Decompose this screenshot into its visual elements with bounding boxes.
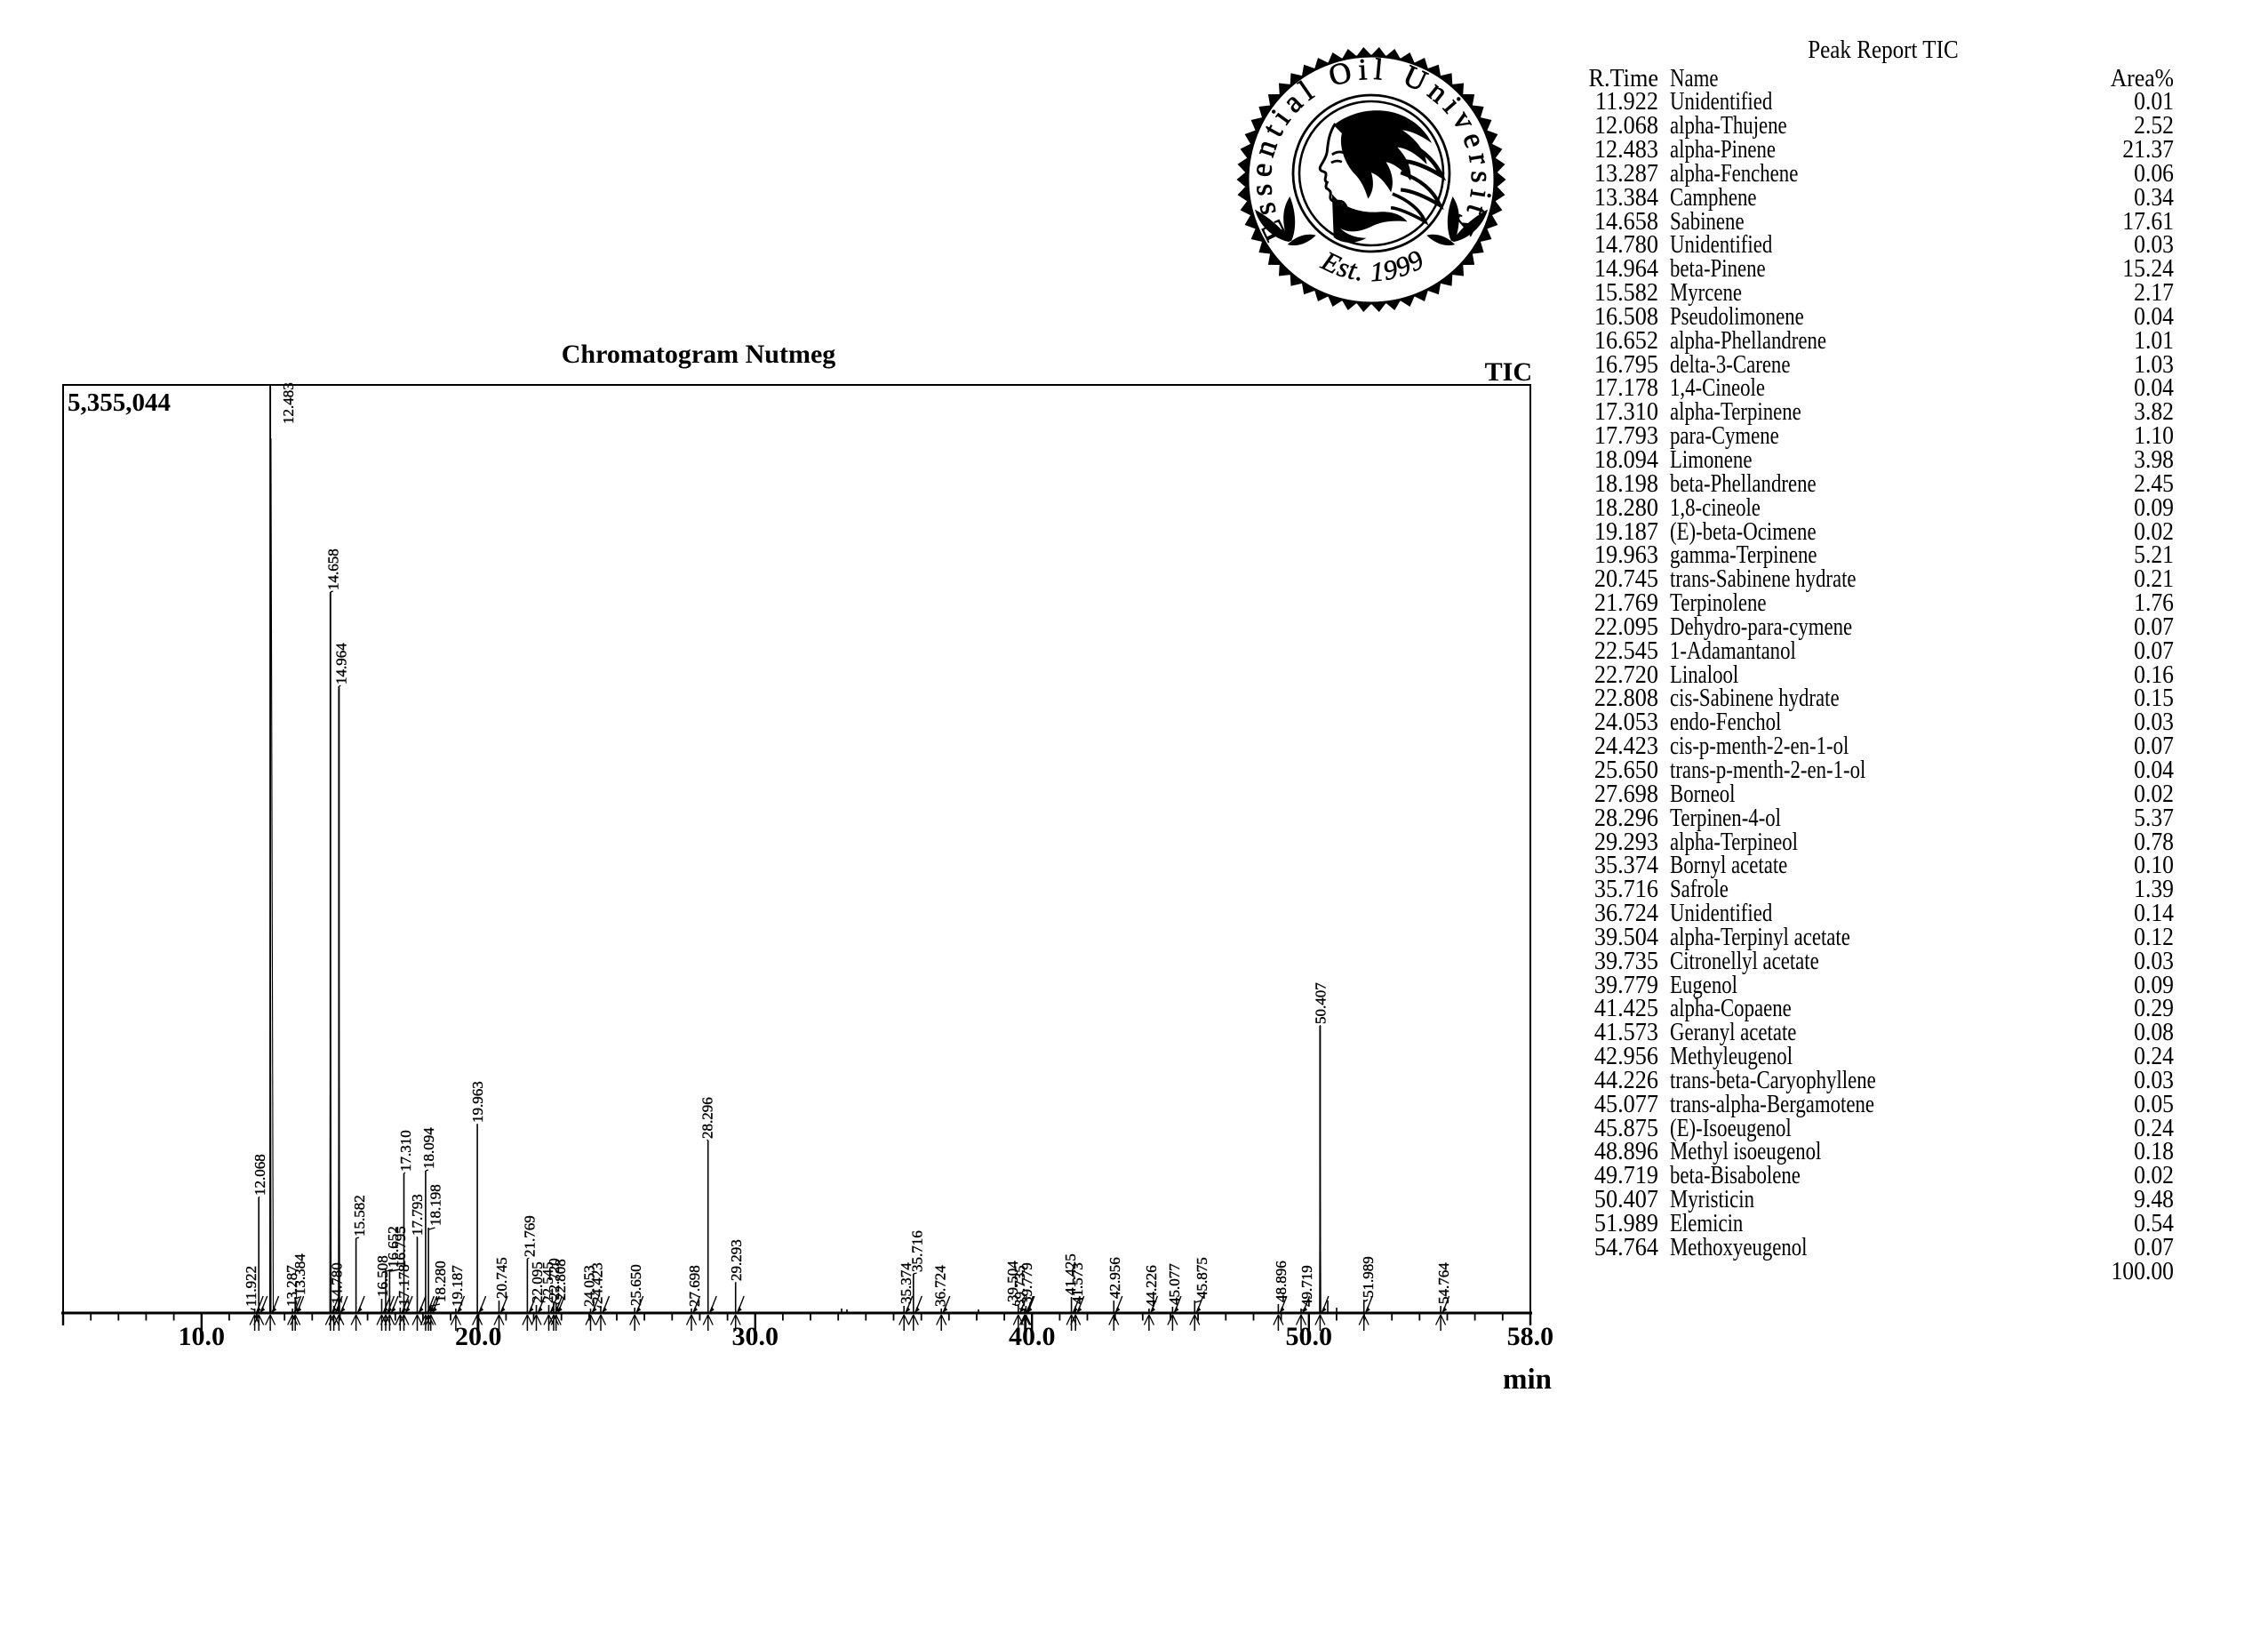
svg-text:Chromatogram Nutmeg: Chromatogram Nutmeg (562, 340, 836, 369)
svg-text:min: min (1503, 1364, 1552, 1396)
svg-text:24.423: 24.423 (589, 1262, 606, 1304)
svg-text:36.724: 36.724 (932, 1265, 949, 1307)
svg-text:30.0: 30.0 (732, 1322, 779, 1351)
svg-text:35.374: 35.374 (898, 1262, 914, 1304)
svg-text:12.068: 12.068 (252, 1154, 268, 1196)
svg-text:29.293: 29.293 (728, 1239, 745, 1281)
svg-text:TIC: TIC (1485, 357, 1532, 387)
svg-text:28.296: 28.296 (699, 1097, 716, 1139)
svg-text:50.0: 50.0 (1286, 1322, 1333, 1351)
svg-text:41.425: 41.425 (1062, 1253, 1079, 1295)
svg-text:13.287: 13.287 (284, 1265, 300, 1307)
svg-text:19.963: 19.963 (469, 1081, 486, 1123)
svg-text:18.198: 18.198 (427, 1184, 444, 1226)
svg-text:17.793: 17.793 (409, 1194, 426, 1236)
svg-text:14.964: 14.964 (333, 643, 350, 684)
svg-text:48.896: 48.896 (1273, 1261, 1290, 1302)
svg-text:25.650: 25.650 (627, 1264, 644, 1306)
svg-text:45.077: 45.077 (1166, 1263, 1183, 1305)
svg-text:22.808: 22.808 (552, 1259, 569, 1301)
svg-text:27.698: 27.698 (686, 1265, 703, 1307)
svg-text:10.0: 10.0 (179, 1322, 226, 1351)
svg-text:45.875: 45.875 (1194, 1257, 1210, 1299)
svg-text:13.384: 13.384 (291, 1253, 308, 1295)
svg-text:39.504: 39.504 (1004, 1261, 1021, 1302)
svg-text:54.764: 54.764 (1435, 1262, 1452, 1304)
svg-text:51.989: 51.989 (1360, 1256, 1377, 1298)
svg-text:5,355,044: 5,355,044 (68, 388, 171, 417)
svg-text:22.545: 22.545 (539, 1261, 556, 1303)
svg-text:49.719: 49.719 (1298, 1265, 1315, 1307)
svg-text:50.407: 50.407 (1313, 982, 1330, 1024)
svg-text:18.094: 18.094 (420, 1127, 437, 1169)
svg-text:14.780: 14.780 (329, 1262, 346, 1304)
svg-text:39.735: 39.735 (1011, 1265, 1028, 1307)
svg-text:16.508: 16.508 (374, 1255, 391, 1297)
svg-text:40.0: 40.0 (1009, 1322, 1056, 1351)
svg-text:22.095: 22.095 (529, 1261, 546, 1303)
svg-text:35.716: 35.716 (909, 1230, 926, 1272)
svg-text:18.280: 18.280 (432, 1261, 449, 1302)
svg-text:20.745: 20.745 (493, 1257, 510, 1299)
svg-text:11.922: 11.922 (243, 1266, 260, 1307)
svg-text:22.720: 22.720 (546, 1258, 563, 1300)
svg-text:20.0: 20.0 (455, 1322, 502, 1351)
svg-text:58.0: 58.0 (1507, 1322, 1554, 1351)
svg-text:15.582: 15.582 (351, 1195, 368, 1237)
svg-text:16.652: 16.652 (385, 1226, 402, 1268)
svg-text:39.779: 39.779 (1018, 1262, 1035, 1304)
svg-text:24.053: 24.053 (581, 1265, 598, 1307)
svg-text:42.956: 42.956 (1106, 1257, 1123, 1299)
svg-text:44.226: 44.226 (1143, 1265, 1160, 1307)
svg-text:19.187: 19.187 (449, 1265, 466, 1307)
svg-text:41.573: 41.573 (1069, 1262, 1086, 1304)
svg-text:14.658: 14.658 (325, 548, 342, 590)
svg-text:21.769: 21.769 (521, 1215, 538, 1257)
svg-text:12.483: 12.483 (280, 382, 297, 424)
svg-text:17.310: 17.310 (397, 1130, 414, 1172)
